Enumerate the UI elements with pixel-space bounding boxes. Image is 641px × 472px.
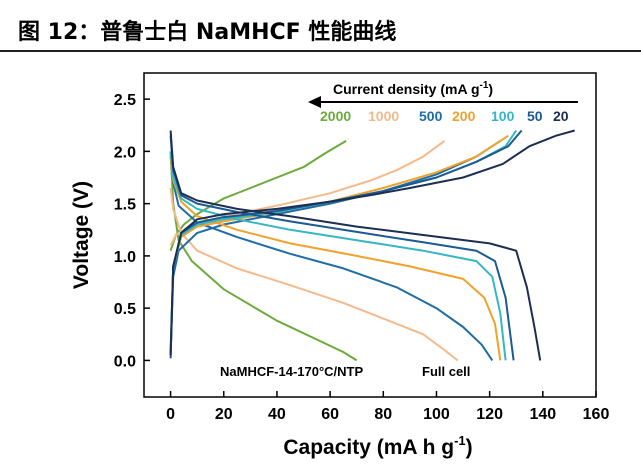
- series-100-discharge-line: [169, 151, 507, 361]
- title-rule: [0, 50, 641, 52]
- x-tick-label: 60: [321, 406, 339, 423]
- series-500-discharge-line: [169, 156, 494, 361]
- legend-entry-20: 20: [553, 108, 569, 124]
- series-20-discharge-line: [169, 130, 542, 361]
- x-axis-label: Capacity (mA h g-1): [283, 433, 472, 459]
- series-50-charge-line: [169, 129, 523, 359]
- y-axis-label: Voltage (V): [70, 181, 93, 289]
- legend-entry-200: 200: [452, 108, 476, 124]
- figure-title: 图 12：普鲁士白 NaMHCF 性能曲线: [18, 20, 397, 45]
- x-tick-label: 40: [268, 406, 286, 423]
- x-tick-label: 160: [583, 406, 610, 423]
- series-20-charge-line: [169, 129, 575, 356]
- legend-title: Current density (mA g-1): [333, 80, 493, 97]
- series-200-charge-line: [169, 134, 509, 351]
- legend-entry-1000: 1000: [368, 108, 399, 124]
- series-200-discharge-line: [169, 156, 502, 361]
- legend-entry-500: 500: [419, 108, 443, 124]
- legend-entry-100: 100: [491, 108, 515, 124]
- y-tick-label: 1.0: [114, 249, 136, 266]
- series-500-charge-line: [169, 140, 501, 356]
- series-layer: [169, 129, 575, 362]
- y-tick-label: 2.0: [114, 144, 136, 161]
- x-tick-label: 100: [423, 406, 450, 423]
- x-tick-label: 140: [529, 406, 556, 423]
- x-tick-label: 120: [476, 406, 503, 423]
- y-tick-label: 2.5: [114, 92, 136, 109]
- plot-frame: [143, 72, 597, 398]
- legend-labels: 2000 1000 500 200 100 50 20: [320, 108, 569, 124]
- x-tick-label: 20: [215, 406, 233, 423]
- legend-entry-50: 50: [527, 108, 543, 124]
- series-1000-discharge-line: [169, 187, 459, 362]
- cell-annotation: Full cell: [422, 364, 470, 379]
- x-tick-label: 0: [166, 406, 175, 423]
- sample-annotation: NaMHCF-14-170°C/NTP: [220, 364, 364, 379]
- ticks-layer: 0 20 40 60 80 100 120 140 160 0.0 0.5 1.0 1.5 2.0 2.5: [114, 92, 610, 423]
- series-1000-charge-line: [169, 140, 445, 246]
- y-tick-label: 0.5: [114, 301, 136, 318]
- series-100-charge-line: [169, 129, 518, 353]
- x-tick-label: 80: [374, 406, 392, 423]
- legend-entry-2000: 2000: [320, 108, 351, 124]
- y-tick-label: 1.5: [114, 197, 136, 214]
- y-tick-label: 0.0: [114, 353, 136, 370]
- legend-arrow-head: [308, 96, 321, 108]
